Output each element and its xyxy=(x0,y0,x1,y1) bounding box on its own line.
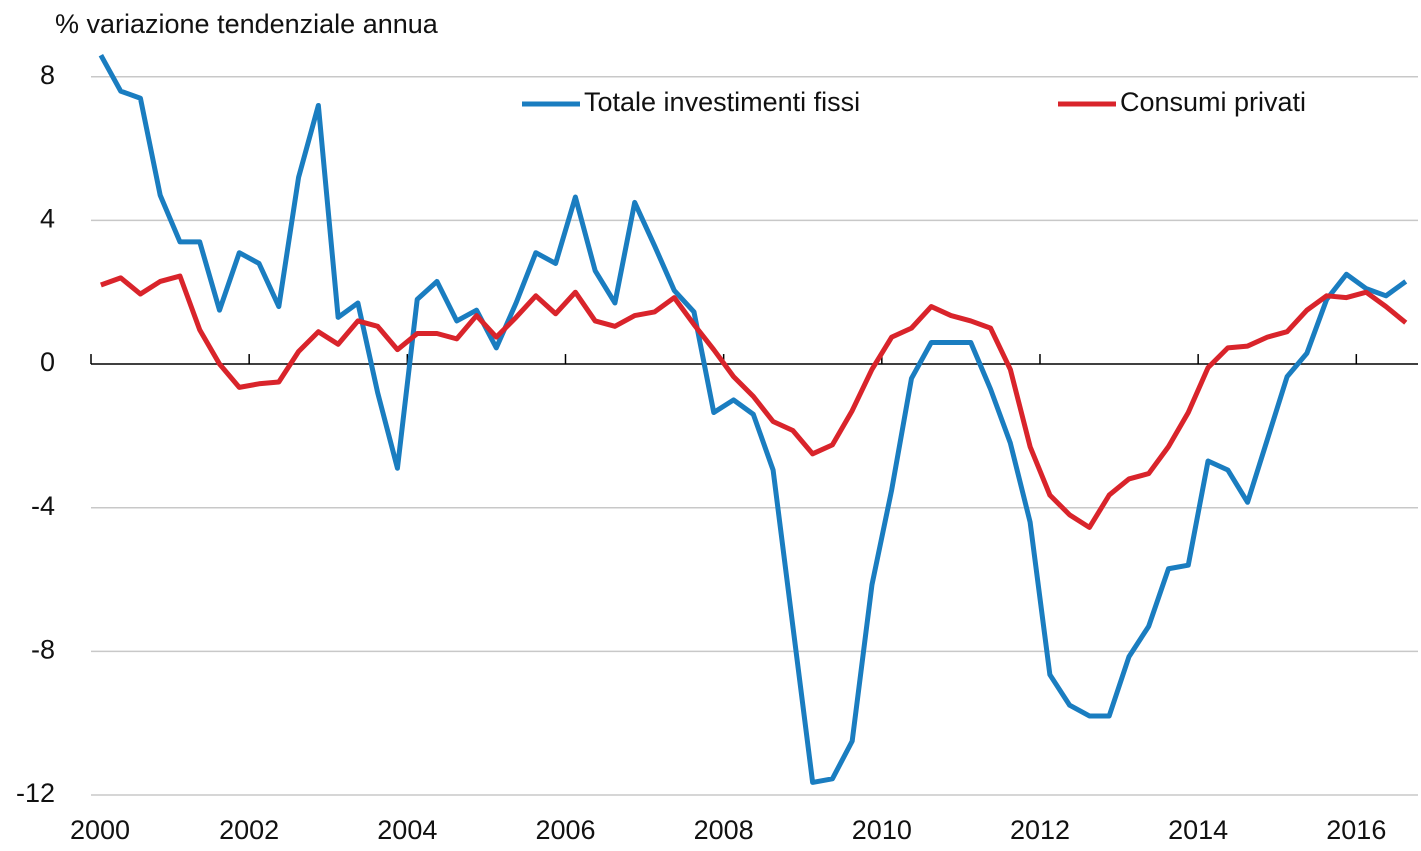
x-tick-label: 2012 xyxy=(1010,815,1070,845)
x-tick-label: 2002 xyxy=(219,815,279,845)
y-tick-label: -12 xyxy=(16,778,55,808)
y-tick-label: 4 xyxy=(40,204,55,234)
x-tick-label: 2006 xyxy=(535,815,595,845)
x-tick-label: 2016 xyxy=(1326,815,1386,845)
x-tick-label: 2000 xyxy=(70,815,130,845)
y-tick-label: -8 xyxy=(31,634,55,664)
y-axis-label: % variazione tendenziale annua xyxy=(55,9,439,39)
x-tick-label: 2014 xyxy=(1168,815,1228,845)
x-tick-label: 2004 xyxy=(377,815,437,845)
series-line xyxy=(100,273,1408,530)
x-tick-label: 2010 xyxy=(852,815,912,845)
legend-label: Totale investimenti fissi xyxy=(584,87,860,117)
legend-label: Consumi privati xyxy=(1120,87,1306,117)
y-tick-label: 8 xyxy=(40,60,55,90)
y-tick-label: 0 xyxy=(40,347,55,377)
y-tick-label: -4 xyxy=(31,491,55,521)
series-line xyxy=(98,53,1408,785)
x-tick-label: 2008 xyxy=(694,815,754,845)
